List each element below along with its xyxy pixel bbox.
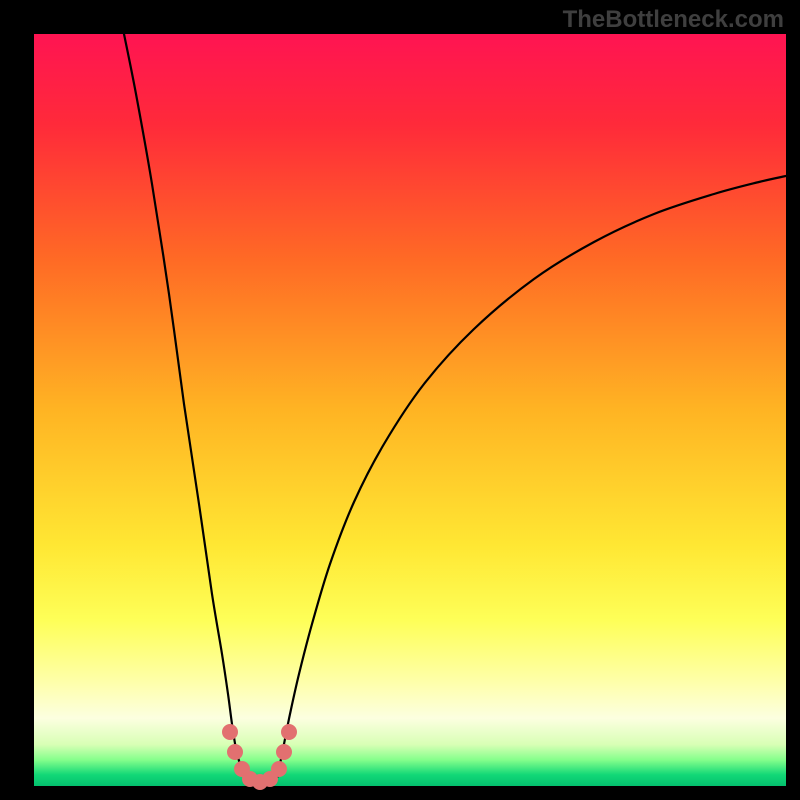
- marker-dot: [282, 725, 297, 740]
- watermark-text: TheBottleneck.com: [563, 6, 784, 34]
- chart-container: TheBottleneck.com: [0, 0, 800, 800]
- marker-dot: [277, 745, 292, 760]
- marker-dot: [272, 762, 287, 777]
- marker-dot: [223, 725, 238, 740]
- plot-area: [34, 34, 786, 790]
- bottleneck-curve-chart: [0, 0, 800, 800]
- marker-dot: [228, 745, 243, 760]
- gradient-background: [34, 34, 786, 786]
